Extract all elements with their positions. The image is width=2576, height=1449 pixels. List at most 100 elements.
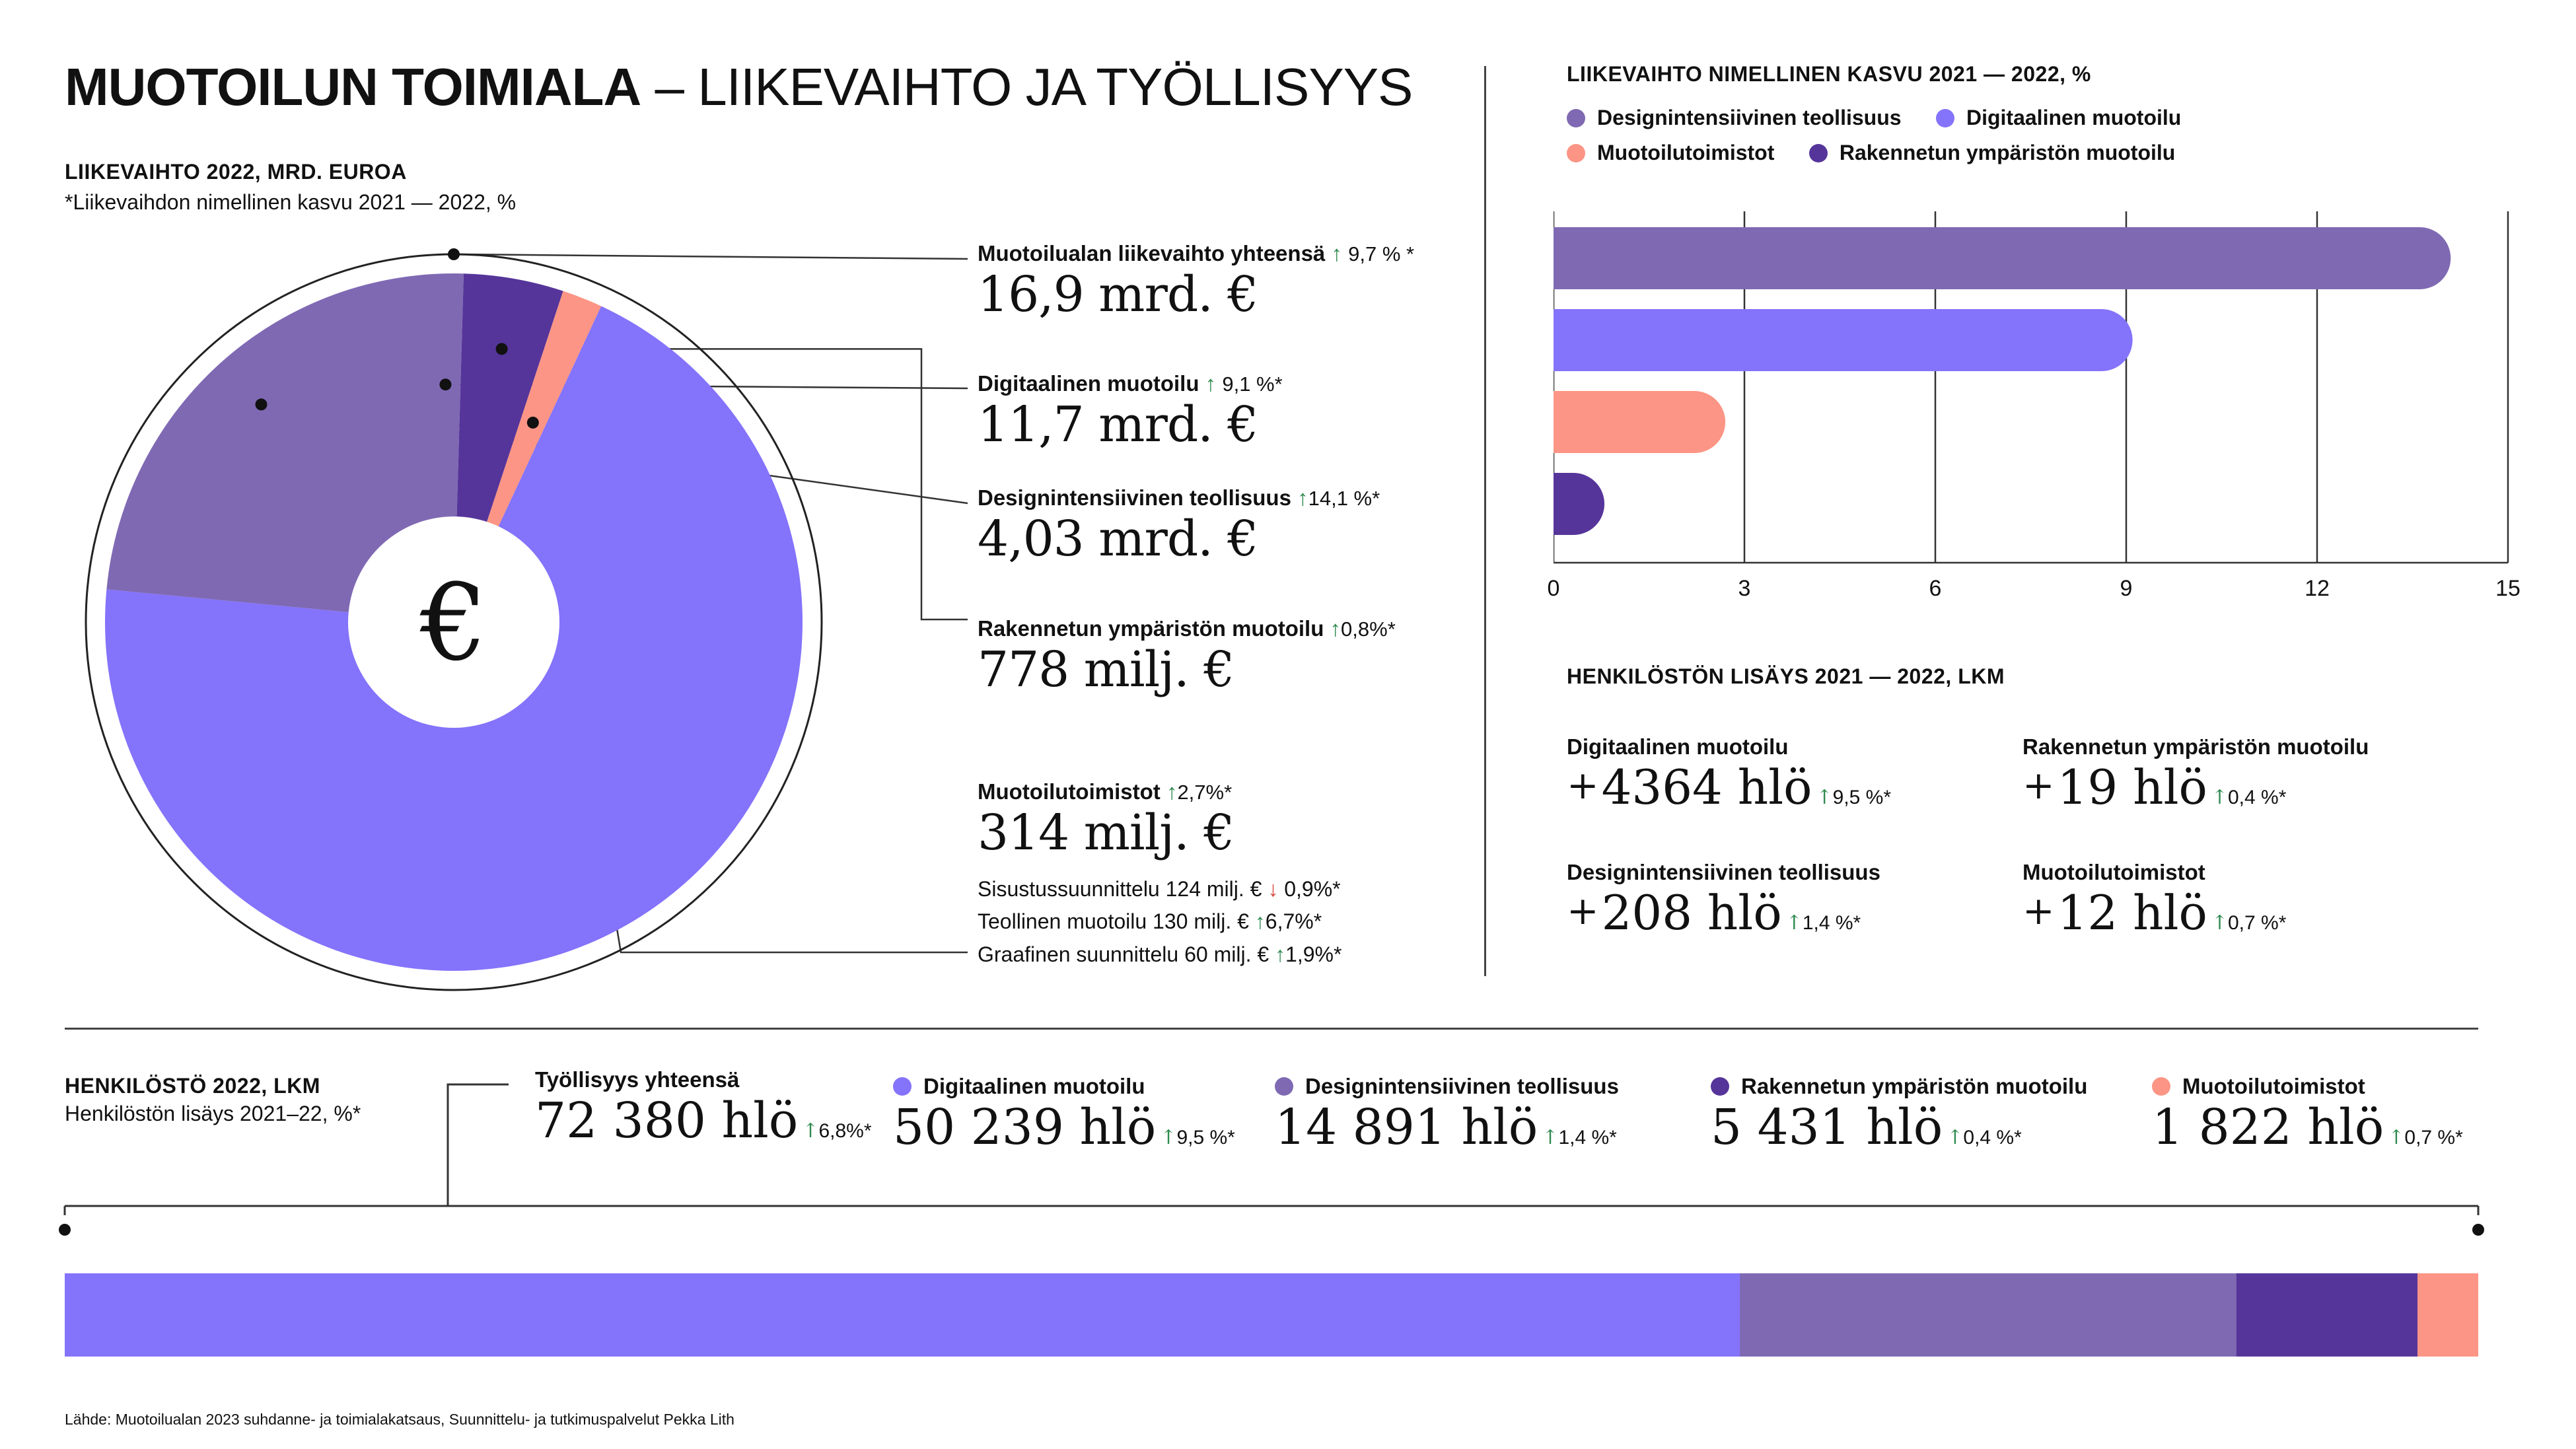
leader-dot [255, 398, 268, 411]
arrow-up-icon: ↑ [1331, 241, 1342, 265]
annotation-label: Digitaalinen muotoilu [978, 371, 1199, 396]
legend-item: Digitaalinen muotoilu [1935, 106, 2182, 130]
revenue-note: *Liikevaihdon nimellinen kasvu 2021 — 20… [65, 190, 517, 214]
arrow-up-icon: ↑ [1816, 786, 1833, 809]
subline-text: Graafinen suunnittelu 60 milj. € [978, 942, 1270, 966]
increase-item-agencies: Muotoilutoimistot +12 hlö ↑0,7 %* [2022, 860, 2286, 940]
employment-growth: 0,7 %* [2404, 1127, 2463, 1149]
legend-dot [893, 1077, 912, 1096]
employment-heading: HENKILÖSTÖ 2022, LKM [65, 1074, 320, 1098]
legend-label: Designintensiivinen teollisuus [1597, 106, 1902, 129]
tick-label: 9 [2120, 576, 2133, 601]
legend-item: Rakennetun ympäristön muotoilu [1808, 141, 2175, 165]
increase-growth: 9,5 %* [1832, 787, 1892, 808]
subline-growth: 6,7%* [1265, 909, 1322, 933]
employment-item-agencies: Muotoilutoimistot 1 822 hlö ↑0,7 %* [2152, 1074, 2463, 1156]
increase-growth: 1,4 %* [1802, 912, 1861, 934]
growth-legend-row-2: Muotoilutoimistot Rakennetun ympäristön … [1567, 141, 2175, 166]
legend-dot [1935, 108, 1954, 127]
employment-value: 1 822 hlö [2152, 1099, 2384, 1156]
growth-chart-heading: LIIKEVAIHTO NIMELLINEN KASVU 2021 — 2022… [1567, 62, 2091, 86]
increase-growth: 0,7 %* [2228, 912, 2287, 934]
subline-growth: 0,9%* [1284, 877, 1341, 901]
arrow-up-icon: ↑ [1166, 779, 1178, 804]
revenue-heading: LIIKEVAIHTO 2022, MRD. EUROA [65, 160, 407, 184]
increase-value: 208 hlö [1601, 885, 1782, 940]
revenue-donut-chart [85, 248, 968, 991]
subline-text: Teollinen muotoilu 130 milj. € [978, 909, 1249, 933]
leader-dot [526, 416, 539, 429]
legend-dot [1567, 143, 1585, 162]
employment-value: 14 891 hlö [1275, 1099, 1538, 1156]
growth-bar [1539, 391, 1726, 453]
arrow-up-icon: ↑ [1542, 1126, 1559, 1149]
growth-tick-labels: 0 3 6 9 12 15 [1548, 576, 2521, 601]
growth-bar-chart: 0 3 6 9 12 15 [1539, 205, 2521, 601]
employment-bracket [63, 1083, 2480, 1215]
growth-value: 2,7%* [1177, 781, 1233, 804]
source-note: Lähde: Muotoilualan 2023 suhdanne- ja to… [65, 1411, 734, 1428]
annotation-value: 16,9 mrd. € [978, 266, 1258, 323]
euro-icon: € [420, 560, 487, 684]
increase-heading: HENKILÖSTÖN LISÄYS 2021 — 2022, LKM [1567, 664, 2005, 688]
legend-label: Digitaalinen muotoilu [1966, 106, 2182, 129]
growth-value: 0,8%* [1341, 618, 1396, 641]
legend-dot [1567, 108, 1585, 127]
annotation-value: 11,7 mrd. € [978, 396, 1258, 453]
employment-value-line: 14 891 hlö ↑1,4 %* [1275, 1099, 1619, 1156]
growth-legend-row-1: Designintensiivinen teollisuus Digitaali… [1567, 106, 2181, 131]
increase-value: 19 hlö [2057, 760, 2207, 815]
employment-growth: 9,5 %* [1176, 1127, 1235, 1149]
arrow-up-icon: ↑ [1947, 1126, 1964, 1149]
increase-growth: 0,4 %* [2228, 787, 2287, 808]
arrow-up-icon: ↑ [2211, 911, 2228, 935]
increase-value-line: +12 hlö ↑0,7 %* [2022, 885, 2287, 940]
arrow-up-icon: ↑ [1297, 485, 1308, 510]
legend-label: Muotoilutoimistot [1597, 141, 1775, 164]
slice-design-intensive [106, 273, 464, 623]
leader-dot [439, 378, 452, 391]
employment-growth: 0,4 %* [1963, 1127, 2022, 1149]
stack-segment-design-intensive [1740, 1273, 2237, 1357]
tick-label: 0 [1548, 576, 1560, 601]
arrow-up-icon: ↑ [802, 1119, 819, 1143]
employment-label: Muotoilutoimistot [2182, 1074, 2365, 1098]
annotation-label: Designintensiivinen teollisuus [978, 485, 1291, 510]
arrow-up-icon: ↑ [2388, 1126, 2405, 1149]
arrow-down-icon: ↓ [1268, 877, 1279, 901]
subline-growth: 1,9%* [1285, 942, 1342, 966]
horizontal-divider [65, 1028, 2478, 1030]
arrow-up-icon: ↑ [1785, 911, 1803, 935]
legend-item: Muotoilutoimistot [1567, 141, 1774, 165]
legend-dot [2152, 1077, 2170, 1096]
tick-label: 12 [2305, 576, 2330, 601]
employment-bracket-ends [59, 1224, 2484, 1236]
title-rest: – LIIKEVAIHTO JA TYÖLLISYYS [641, 57, 1413, 116]
tick-label: 3 [1738, 576, 1751, 601]
employment-total-value: 72 380 hlö [535, 1092, 799, 1149]
employment-value-line: 50 239 hlö ↑9,5 %* [893, 1099, 1235, 1156]
stack-segment-digital [65, 1273, 1740, 1357]
increase-value-line: +208 hlö ↑1,4 %* [1567, 885, 1861, 940]
employment-total: Työllisyys yhteensä 72 380 hlö ↑6,8%* [535, 1067, 872, 1149]
subline-graphic: Graafinen suunnittelu 60 milj. € ↑1,9%* [978, 942, 1342, 967]
employment-value-line: 5 431 hlö ↑0,4 %* [1711, 1099, 2087, 1156]
employment-total-line: 72 380 hlö ↑6,8%* [535, 1092, 872, 1149]
annotation-total: Muotoilualan liikevaihto yhteensä ↑ 9,7 … [978, 241, 1414, 323]
leader-dot [448, 248, 460, 260]
donut-dots [255, 248, 539, 429]
growth-bar [1539, 227, 2451, 289]
increase-item-built-env: Rakennetun ympäristön muotoilu +19 hlö ↑0… [2022, 734, 2369, 815]
annotation-label: Muotoilualan liikevaihto yhteensä [978, 241, 1326, 265]
tick-label: 6 [1929, 576, 1942, 601]
growth-bar [1539, 473, 1605, 535]
arrow-up-icon: ↑ [1275, 942, 1286, 966]
annotation-design-intensive: Designintensiivinen teollisuus ↑14,1 %* … [978, 485, 1380, 567]
employment-label: Rakennetun ympäristön muotoilu [1741, 1074, 2088, 1098]
annotation-label: Rakennetun ympäristön muotoilu [978, 616, 1324, 641]
employment-item-built-env: Rakennetun ympäristön muotoilu 5 431 hlö… [1711, 1074, 2087, 1156]
annotation-label: Muotoilutoimistot [978, 779, 1161, 804]
arrow-up-icon: ↑ [2211, 786, 2228, 809]
leader-line-built-env [501, 348, 968, 621]
legend-dot [1808, 143, 1828, 162]
